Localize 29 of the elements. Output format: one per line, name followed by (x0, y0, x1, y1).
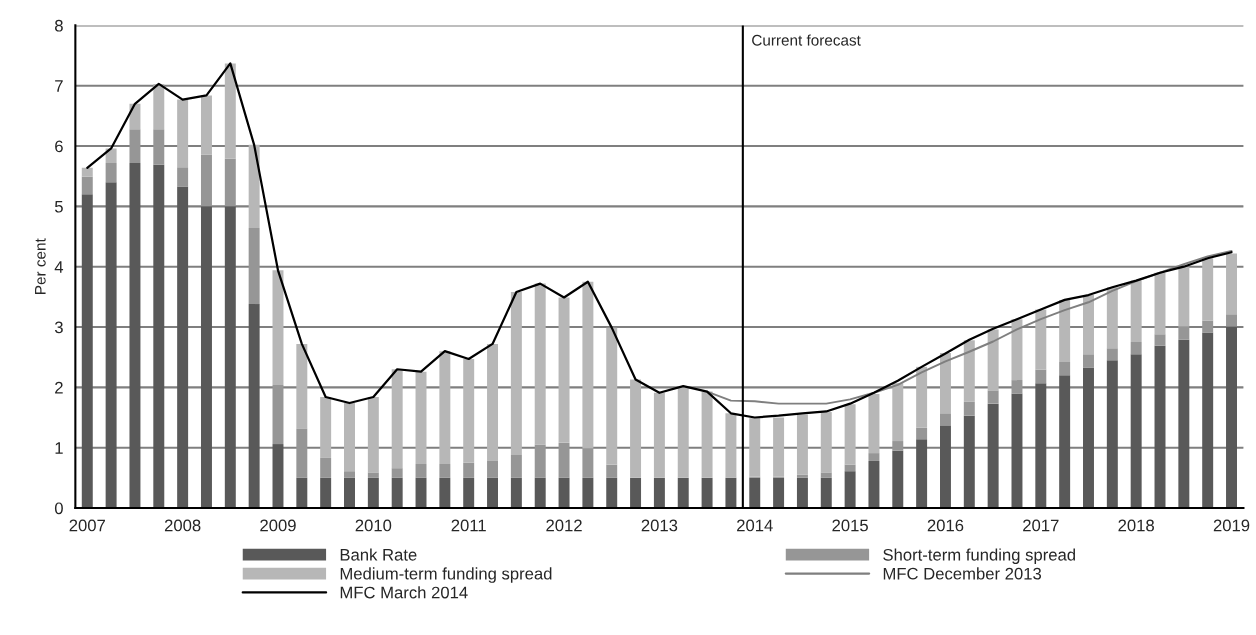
y-tick-label: 6 (55, 140, 63, 153)
x-tick-label: 2012 (546, 519, 582, 532)
x-tick-label: 2010 (355, 519, 392, 532)
y-tick-label: 4 (54, 261, 64, 273)
x-tick-label: 2019 (1213, 519, 1250, 532)
y-tick-label: 5 (54, 200, 63, 213)
legend-label: MFC December 2013 (883, 567, 1042, 580)
x-tick-label: 2011 (451, 519, 486, 532)
x-tick-label: 2009 (260, 519, 296, 532)
y-tick-label: 3 (54, 321, 63, 334)
x-tick-label: 2008 (164, 519, 201, 532)
x-tick-label: 2007 (69, 519, 105, 532)
y-tick-label: 7 (55, 80, 63, 92)
y-axis-title: Per cent (35, 238, 46, 294)
x-tick-label: 2017 (1023, 519, 1059, 532)
x-tick-label: 2015 (832, 519, 868, 532)
y-tick-label: 8 (55, 19, 63, 32)
x-tick-label: 2016 (927, 519, 964, 532)
y-tick-label: 0 (54, 502, 63, 515)
x-tick-label: 2013 (641, 519, 678, 532)
legend-label: Medium-term funding spread (340, 567, 552, 583)
legend-label: Short-term funding spread (883, 548, 1075, 564)
legend-label: MFC March 2014 (340, 586, 468, 599)
y-tick-label: 2 (55, 381, 63, 394)
legend-label: Bank Rate (340, 548, 417, 561)
y-tick-label: 1 (55, 442, 63, 454)
ref-line-label: Current forecast (752, 34, 861, 46)
x-tick-label: 2014 (737, 519, 773, 532)
x-tick-label: 2018 (1118, 519, 1154, 532)
